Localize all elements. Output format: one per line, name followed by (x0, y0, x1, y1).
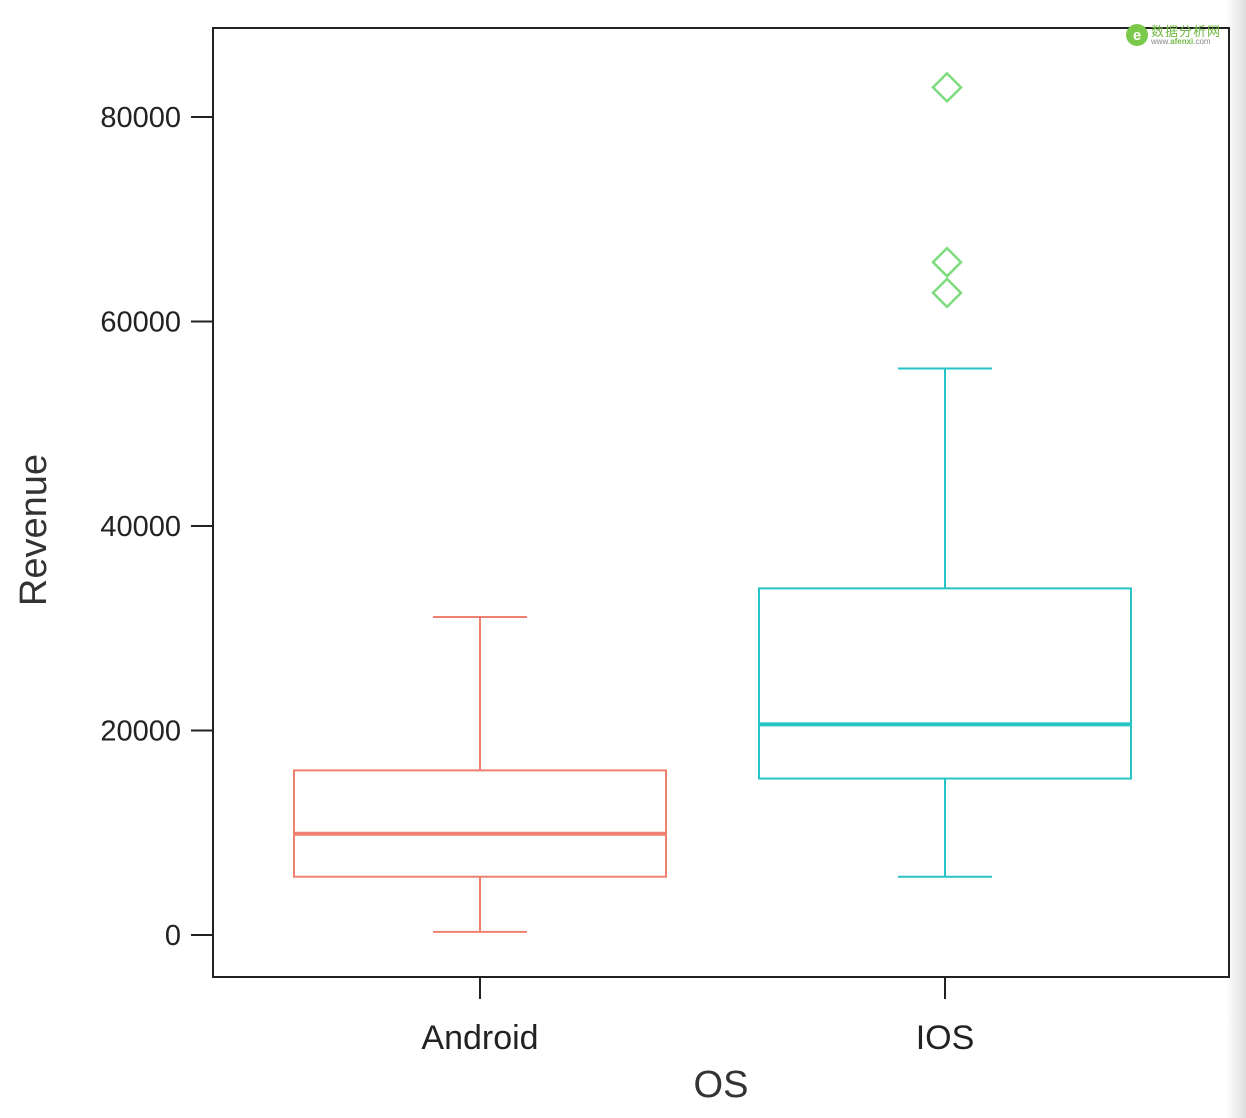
watermark: e 数据分析网 www.afenxi.com (1126, 20, 1221, 50)
iqr-box (758, 587, 1132, 780)
x-axis-title: OS (694, 1064, 749, 1106)
page-edge-shadow (1226, 0, 1246, 1118)
y-tick-label: 40000 (100, 511, 181, 543)
box-series (293, 71, 1132, 933)
watermark-url-prefix: www. (1151, 36, 1171, 46)
watermark-text: 数据分析网 www.afenxi.com (1151, 25, 1221, 46)
box-ios (758, 71, 1132, 878)
x-tick-label: IOS (916, 1019, 975, 1057)
watermark-logo-icon: e (1126, 24, 1148, 46)
watermark-url-suffix: .com (1193, 36, 1211, 46)
outlier-point (931, 246, 963, 278)
y-tick-label: 80000 (100, 102, 181, 134)
x-axis: Android IOS (421, 977, 974, 1057)
y-axis: 0 20000 40000 60000 80000 (100, 102, 213, 952)
y-tick-label: 0 (165, 920, 181, 952)
box-android (293, 616, 667, 933)
iqr-box (293, 769, 667, 878)
watermark-url-brand: afenxi (1170, 36, 1194, 46)
x-tick-label: Android (421, 1019, 538, 1057)
watermark-url: www.afenxi.com (1151, 36, 1221, 46)
watermark-name: 数据分析网 (1151, 23, 1222, 39)
y-tick-label: 60000 (100, 307, 181, 339)
outlier-point (931, 71, 963, 104)
y-axis-title: Revenue (13, 454, 55, 606)
y-tick-label: 20000 (100, 716, 181, 748)
plot-frame (212, 27, 1230, 978)
outlier-point (931, 277, 963, 309)
